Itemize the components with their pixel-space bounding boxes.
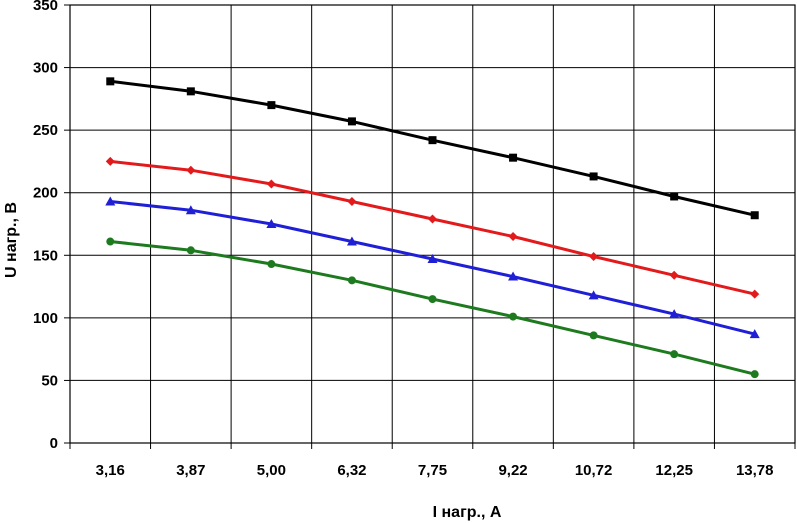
data-point (509, 312, 518, 321)
data-point (267, 101, 276, 110)
data-point (588, 290, 599, 300)
plot-frame (69, 4, 796, 444)
data-point (347, 196, 357, 206)
y-tick-label: 350 (33, 0, 58, 14)
data-point (749, 329, 760, 339)
x-tick-label: 6,32 (337, 462, 366, 479)
y-tick-label: 50 (41, 372, 58, 389)
data-point (105, 196, 116, 206)
y-tick-label: 300 (33, 60, 58, 77)
data-point (589, 252, 599, 262)
x-tick-label: 10,72 (575, 462, 613, 479)
series-line (110, 79, 756, 217)
data-point (750, 289, 760, 299)
data-point (186, 87, 195, 96)
data-point (669, 309, 680, 319)
series-3 (105, 196, 760, 339)
y-axis-title: U нагр., В (3, 202, 20, 278)
data-point (105, 156, 115, 166)
axes (64, 4, 796, 449)
y-tick-labels: 0 50 100 150 200 250 300 350 (33, 0, 58, 452)
x-tick-label: 13,78 (736, 462, 774, 479)
data-point (267, 260, 276, 269)
data-point (428, 214, 437, 224)
y-tick-label: 0 (50, 435, 58, 452)
x-tick-label: 12,25 (655, 462, 693, 479)
x-tick-label: 5,00 (257, 462, 286, 479)
x-tick-label: 7,75 (418, 462, 447, 479)
series-line (110, 159, 756, 296)
data-point (186, 165, 196, 175)
y-tick-label: 250 (33, 122, 58, 139)
series-lines (105, 77, 760, 379)
data-point (186, 246, 195, 255)
data-point (266, 219, 277, 228)
data-point (750, 211, 759, 220)
x-tick-label: 9,22 (498, 462, 527, 479)
data-point (185, 205, 196, 215)
series-2 (105, 156, 760, 299)
data-point (750, 370, 759, 379)
grid (69, 4, 796, 444)
series-1 (106, 77, 759, 220)
data-point (428, 295, 437, 304)
data-point (106, 237, 115, 246)
data-point (427, 254, 438, 264)
x-axis-title: I нагр., А (433, 504, 502, 521)
data-point (509, 153, 518, 162)
data-point (670, 350, 679, 359)
y-tick-label: 200 (33, 185, 58, 202)
x-tick-label: 3,87 (176, 462, 205, 479)
data-point (589, 172, 598, 181)
data-point (589, 331, 598, 340)
data-point (508, 232, 518, 242)
data-point (266, 179, 276, 189)
data-point (346, 236, 357, 246)
x-tick-label: 3,16 (96, 462, 125, 479)
data-point (670, 192, 679, 201)
y-tick-label: 150 (33, 247, 58, 264)
data-point (347, 117, 356, 126)
data-point (669, 270, 679, 280)
x-tick-labels: 3,16 3,87 5,00 6,32 7,75 9,22 10,72 12,25 13,78 (96, 462, 774, 479)
series-4 (106, 237, 759, 379)
data-point (347, 276, 356, 285)
data-point (508, 271, 519, 281)
data-point (106, 77, 115, 86)
data-point (428, 136, 437, 145)
y-tick-label: 100 (33, 310, 58, 327)
